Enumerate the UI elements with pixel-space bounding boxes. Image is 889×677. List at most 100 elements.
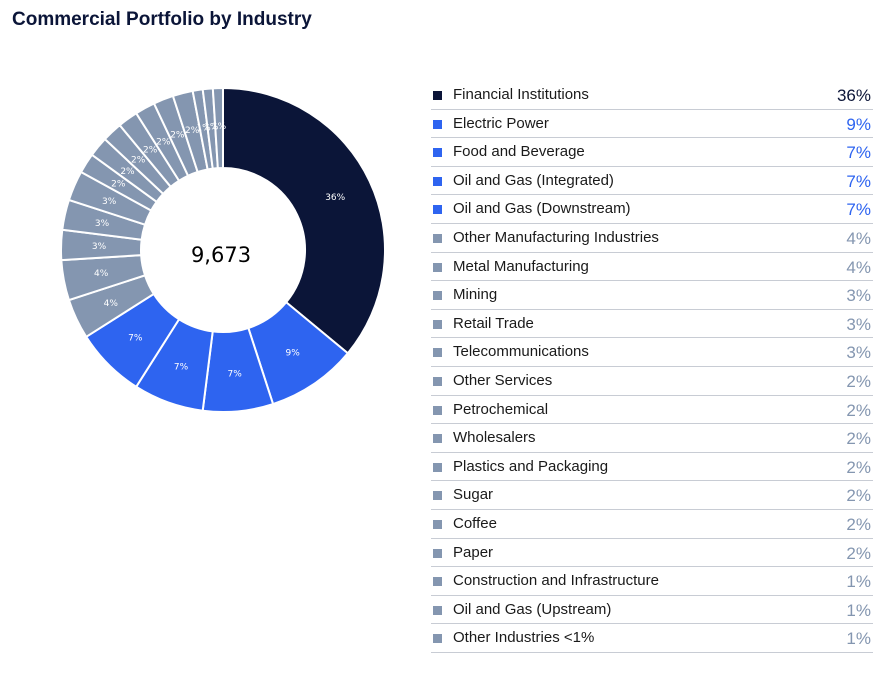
slice-label: 1% — [204, 123, 219, 133]
legend-value: 2% — [846, 429, 871, 449]
legend-label: Petrochemical — [453, 400, 549, 418]
legend-item: Paper 2% — [431, 539, 873, 568]
legend-item: Other Industries <1% 1% — [431, 624, 873, 653]
legend-value: 9% — [846, 114, 871, 134]
legend-item: Coffee 2% — [431, 510, 873, 539]
legend-value: 1% — [846, 600, 871, 620]
legend-label: Other Manufacturing Industries — [453, 228, 659, 246]
legend-value: 36% — [836, 86, 871, 105]
legend-item: Construction and Infrastructure 1% — [431, 567, 873, 596]
legend-value: 3% — [846, 343, 871, 363]
legend-marker — [433, 519, 442, 529]
legend-item: Electric Power 9% — [431, 110, 873, 139]
slice-label: 36% — [325, 193, 345, 203]
legend-value: 2% — [846, 457, 871, 477]
legend-value: 2% — [846, 400, 871, 420]
legend-value: 2% — [846, 543, 871, 563]
legend-value: 2% — [846, 514, 871, 534]
legend-item: Other Manufacturing Industries 4% — [431, 224, 873, 253]
legend-item: Telecommunications 3% — [431, 338, 873, 367]
legend-item: Other Services 2% — [431, 367, 873, 396]
slice-label: 7% — [228, 369, 243, 379]
chart-title: Commercial Portfolio by Industry — [12, 9, 312, 30]
legend-marker — [433, 348, 442, 358]
legend-label: Oil and Gas (Integrated) — [453, 171, 614, 189]
legend-marker — [433, 148, 442, 158]
slice-label: 3% — [92, 242, 107, 252]
legend-marker — [433, 434, 442, 444]
legend-value: 7% — [846, 143, 871, 163]
legend-label: Wholesalers — [453, 429, 536, 447]
legend-marker — [433, 262, 442, 272]
legend-label: Oil and Gas (Downstream) — [453, 200, 631, 218]
legend-label: Metal Manufacturing — [453, 257, 589, 275]
legend-label: Mining — [453, 286, 498, 304]
slice-label: 2% — [120, 167, 135, 177]
legend-value: 4% — [846, 257, 871, 277]
legend-marker — [433, 577, 442, 587]
slice-label: 2% — [131, 156, 146, 166]
slice-label: 2% — [156, 137, 171, 147]
legend-item: Food and Beverage 7% — [431, 138, 873, 167]
legend-label: Electric Power — [453, 114, 549, 132]
slice-label: 7% — [128, 334, 143, 344]
legend-marker — [433, 605, 442, 615]
center-total: 9,673 — [191, 243, 251, 267]
legend-value: 3% — [846, 314, 871, 334]
slice-label: 9% — [286, 349, 301, 359]
legend-item: Wholesalers 2% — [431, 424, 873, 453]
legend-value: 7% — [846, 200, 871, 220]
legend-item: Plastics and Packaging 2% — [431, 453, 873, 482]
legend-value: 2% — [846, 371, 871, 391]
slice-label: 2% — [170, 131, 185, 141]
legend-marker — [433, 462, 442, 472]
slice-label: 2% — [143, 146, 158, 156]
legend-value: 7% — [846, 171, 871, 191]
legend-value: 1% — [846, 629, 871, 649]
donut-chart: 36%9%7%7%7%4%4%3%3%3%2%2%2%2%2%2% 2%1%1%1… — [60, 86, 386, 413]
legend-value: 3% — [846, 286, 871, 306]
legend-label: Retail Trade — [453, 314, 534, 332]
legend-label: Paper — [453, 543, 494, 561]
legend-item: Financial Institutions 36% — [431, 81, 873, 110]
legend-label: Telecommunications — [453, 343, 589, 361]
legend-value: 2% — [846, 486, 871, 506]
legend-item: Oil and Gas (Integrated) 7% — [431, 167, 873, 196]
legend-label: Other Industries <1% — [453, 629, 595, 647]
slice-label: 3% — [102, 197, 117, 207]
donut-slice-labels: 36%9%7%7%7%4%4%3%3%3%2%2%2%2%2%2% 2%1%1%1… — [92, 122, 346, 379]
legend-marker — [433, 376, 442, 386]
legend-label: Other Services — [453, 371, 553, 389]
legend-item: Mining 3% — [431, 281, 873, 310]
legend-value: 4% — [846, 228, 871, 248]
donut-slice — [222, 86, 386, 355]
slice-label: 7% — [174, 363, 189, 373]
legend-label: Food and Beverage — [453, 143, 585, 161]
slice-label: 4% — [94, 269, 109, 279]
slice-label: 3% — [95, 219, 110, 229]
legend: Financial Institutions 36% Electric Power 9… — [431, 81, 873, 653]
legend-marker — [433, 205, 442, 215]
donut-slice — [211, 86, 224, 170]
slice-label: 2% — [111, 180, 126, 190]
legend-label: Financial Institutions — [453, 86, 589, 103]
legend-item: Petrochemical 2% — [431, 396, 873, 425]
legend-item: Oil and Gas (Downstream) 7% — [431, 195, 873, 224]
legend-marker — [433, 91, 442, 100]
legend-label: Coffee — [453, 514, 497, 532]
legend-value: 1% — [846, 572, 871, 592]
slice-label: 1% — [196, 124, 211, 134]
legend-item: Metal Manufacturing 4% — [431, 253, 873, 282]
legend-marker — [433, 233, 442, 243]
legend-marker — [433, 548, 442, 558]
legend-item: Sugar 2% — [431, 481, 873, 510]
donut-slices — [60, 86, 386, 413]
slice-label: 2% — [185, 126, 200, 136]
legend-label: Plastics and Packaging — [453, 457, 609, 475]
legend-label: Oil and Gas (Upstream) — [453, 600, 612, 618]
legend-label: Sugar — [453, 486, 494, 504]
legend-label: Construction and Infrastructure — [453, 572, 659, 590]
legend-item: Oil and Gas (Upstream) 1% — [431, 596, 873, 625]
legend-marker — [433, 291, 442, 301]
legend-marker — [433, 119, 442, 129]
